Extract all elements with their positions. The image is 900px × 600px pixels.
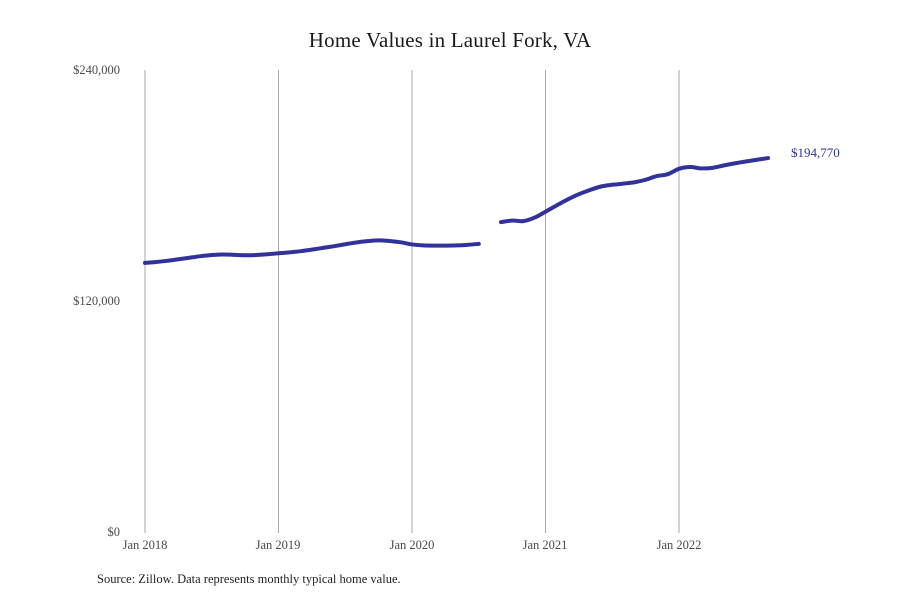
x-axis-tick-jan-2021: Jan 2021 xyxy=(522,538,568,552)
series-end-value-label: $194,770 xyxy=(791,145,840,160)
x-gridlines xyxy=(144,70,680,533)
x-axis-tick-jan-2020: Jan 2020 xyxy=(389,538,435,552)
source-note: Source: Zillow. Data represents monthly … xyxy=(97,572,401,586)
page-title: Home Values in Laurel Fork, VA xyxy=(308,28,592,52)
series-line-segment-1 xyxy=(143,238,481,265)
y-axis-tick-240000: $240,000 xyxy=(73,63,120,77)
y-axis-tick-120000: $120,000 xyxy=(73,294,120,308)
x-axis-tick-jan-2019: Jan 2019 xyxy=(255,538,301,552)
x-axis-tick-jan-2022: Jan 2022 xyxy=(656,538,702,552)
data-series-line xyxy=(143,156,770,265)
series-line-segment-2 xyxy=(499,156,770,225)
y-axis-tick-0: $0 xyxy=(107,525,121,539)
x-axis-tick-jan-2018: Jan 2018 xyxy=(122,538,168,552)
